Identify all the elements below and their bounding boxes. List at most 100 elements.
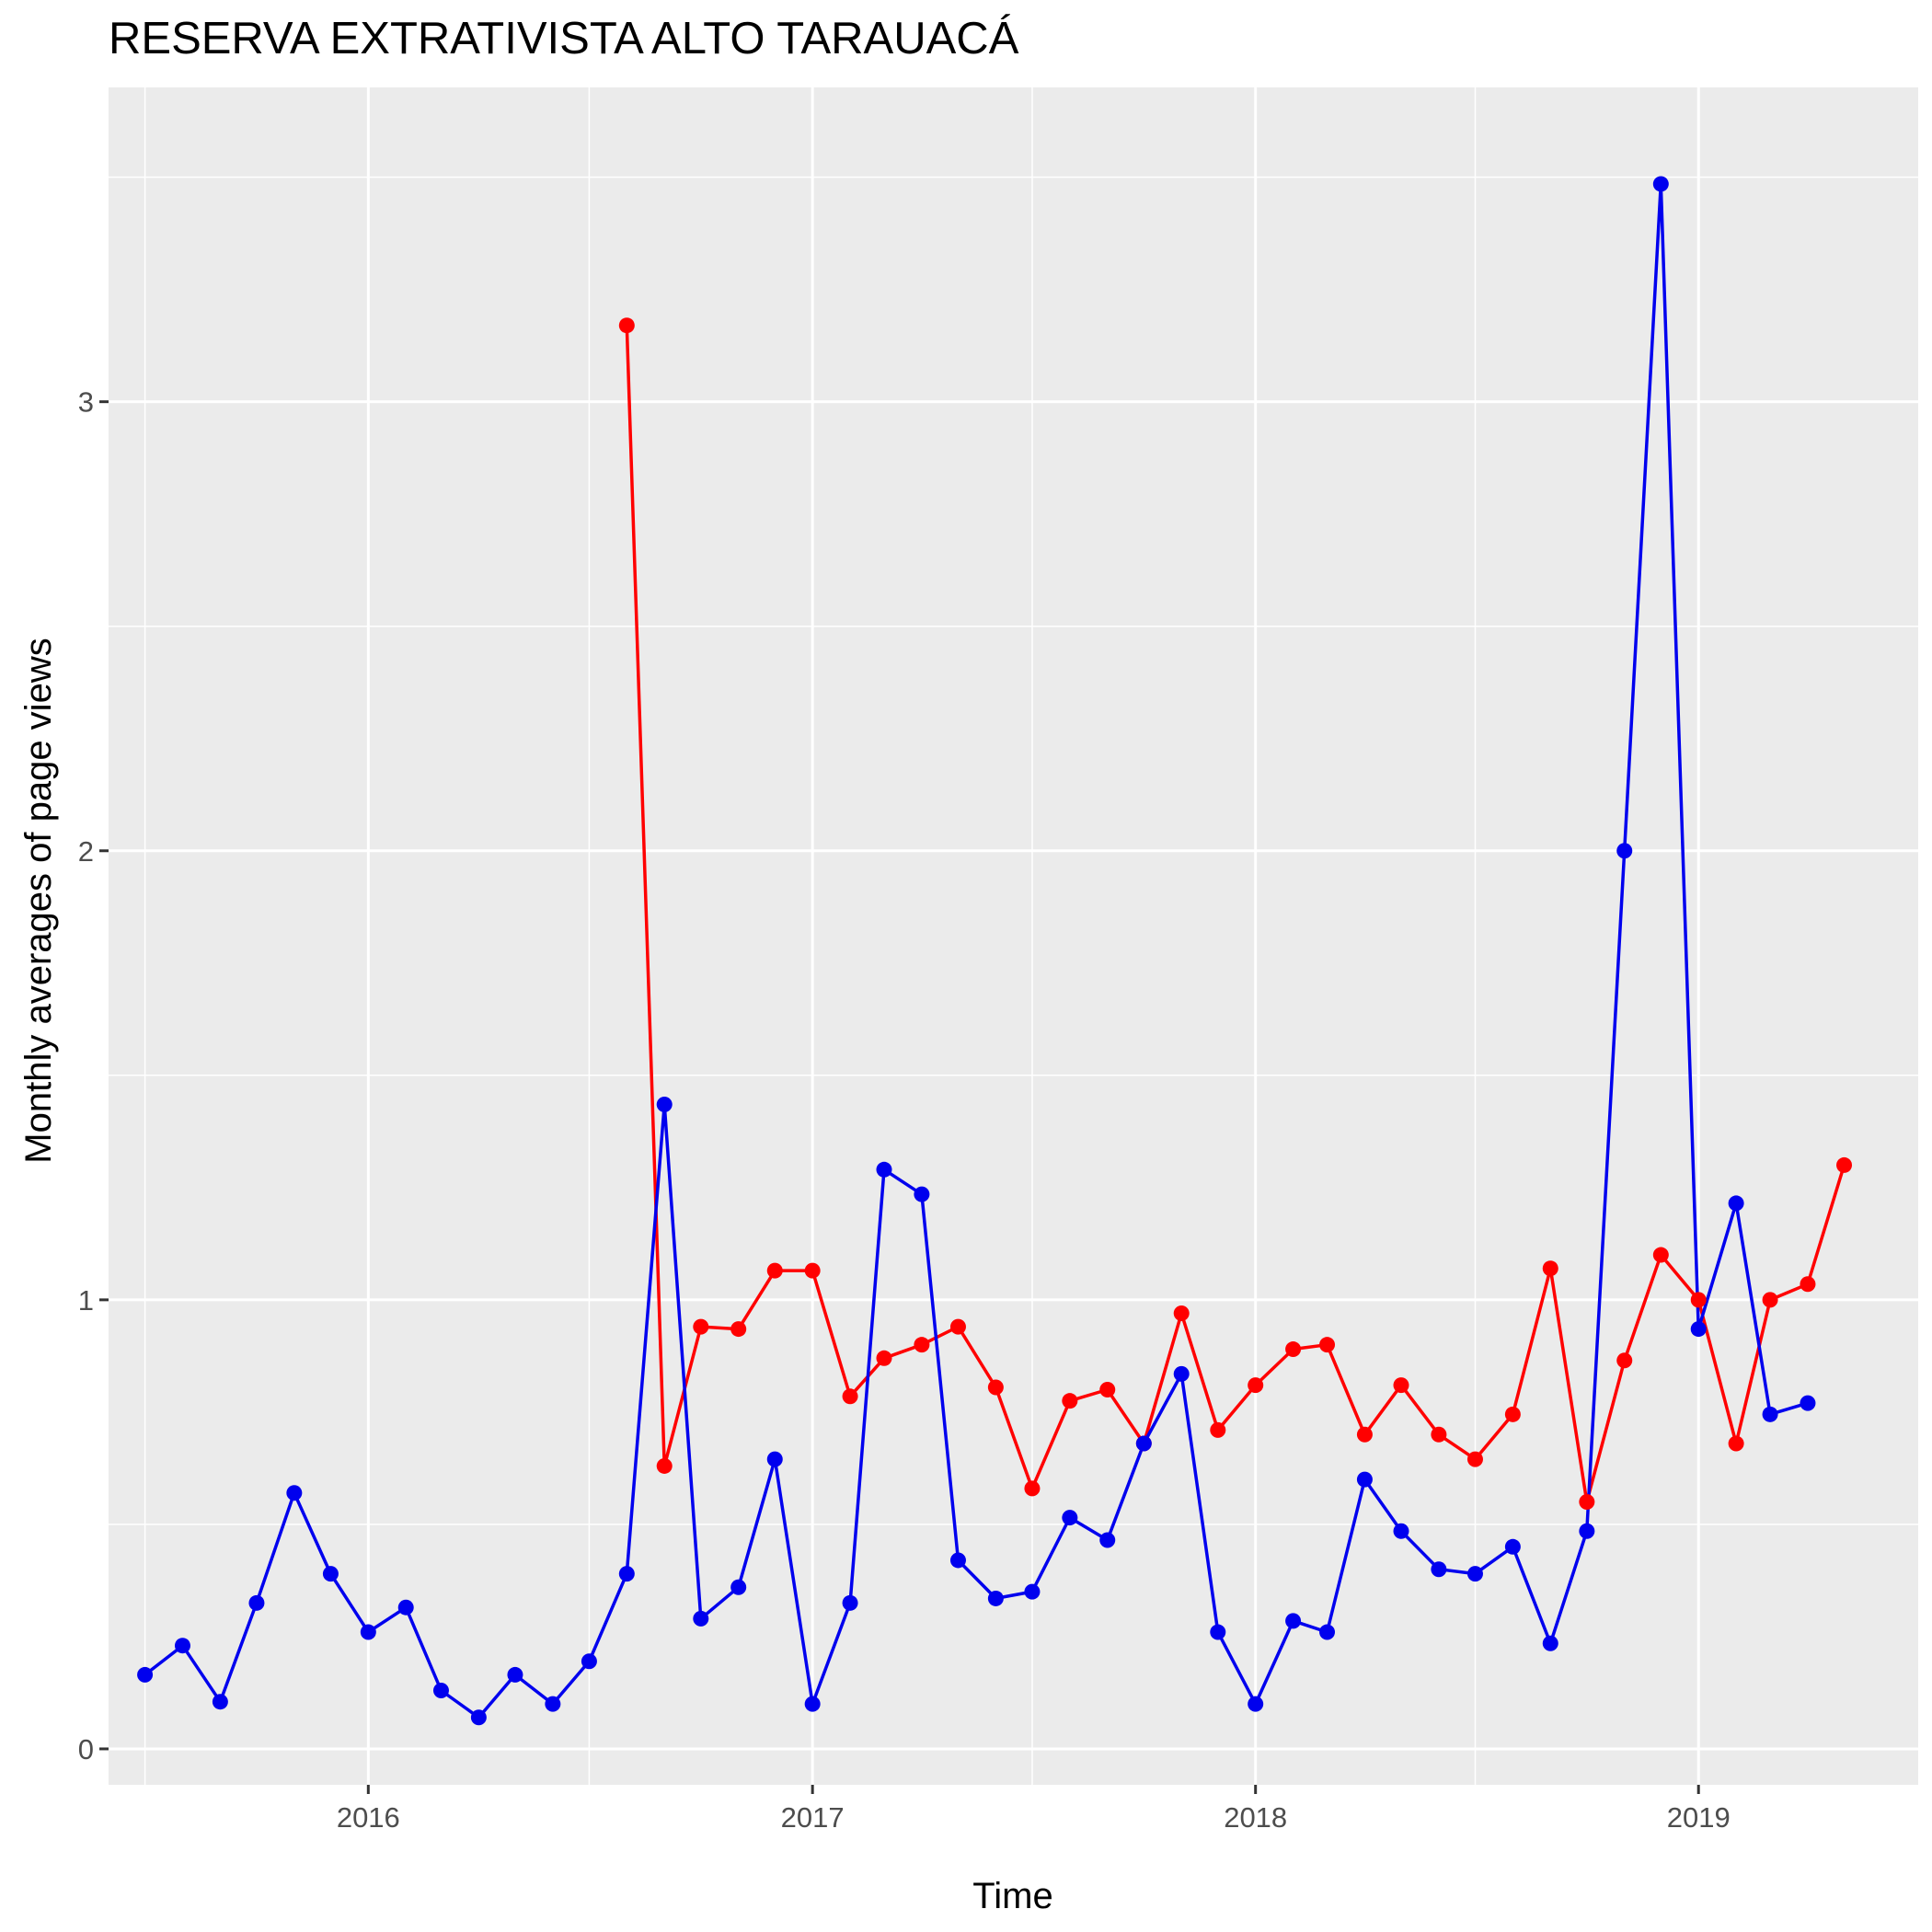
- y-tick-label: 1: [78, 1284, 94, 1317]
- major-gridlines: [109, 87, 1918, 1785]
- data-point: [1616, 843, 1633, 859]
- data-point: [914, 1186, 930, 1202]
- y-axis: 0 1 2 3: [78, 386, 109, 1765]
- x-tick-label: 2018: [1224, 1801, 1287, 1834]
- y-tick-label: 3: [78, 386, 94, 419]
- data-point: [1504, 1406, 1521, 1422]
- data-point: [1393, 1523, 1409, 1539]
- series-line-1: [625, 325, 1846, 1504]
- data-point: [987, 1379, 1004, 1396]
- data-point: [1504, 1538, 1521, 1555]
- data-point: [876, 1161, 892, 1178]
- data-point: [693, 1610, 709, 1627]
- data-point: [1248, 1696, 1264, 1712]
- data-point: [693, 1318, 709, 1335]
- data-point: [1762, 1406, 1778, 1422]
- data-point: [1210, 1624, 1226, 1640]
- data-point: [656, 1457, 673, 1474]
- data-point: [987, 1590, 1004, 1606]
- data-point: [1135, 1435, 1152, 1452]
- chart-title: RESERVA EXTRATIVISTA ALTO TARAUACÁ: [109, 14, 1019, 63]
- x-tick-label: 2016: [337, 1801, 400, 1834]
- y-tick-label: 0: [78, 1733, 94, 1765]
- x-tick-label: 2019: [1667, 1801, 1731, 1834]
- data-point: [618, 1566, 635, 1582]
- x-axis: 2016 2017 2018 2019: [337, 1785, 1731, 1834]
- data-point: [1836, 1156, 1853, 1173]
- data-point: [730, 1579, 747, 1595]
- data-point: [1542, 1635, 1558, 1651]
- plot-panel-background: [109, 87, 1918, 1785]
- data-point: [1062, 1510, 1078, 1526]
- minor-gridlines: [109, 87, 1918, 1785]
- data-point: [1800, 1276, 1816, 1293]
- data-point: [1062, 1393, 1078, 1409]
- data-point: [1690, 1321, 1707, 1338]
- data-point: [137, 1666, 154, 1683]
- data-point: [1356, 1471, 1373, 1488]
- data-point: [1319, 1624, 1336, 1640]
- x-axis-title: Time: [972, 1876, 1052, 1916]
- data-point: [766, 1451, 783, 1467]
- data-point: [804, 1262, 821, 1279]
- data-point: [656, 1097, 673, 1113]
- data-point: [1762, 1292, 1778, 1308]
- data-point: [842, 1388, 858, 1405]
- data-point: [1652, 176, 1669, 192]
- data-point: [1466, 1451, 1483, 1467]
- data-point: [286, 1485, 303, 1501]
- data-point: [1285, 1341, 1302, 1358]
- data-point: [1728, 1435, 1744, 1452]
- x-tick-label: 2017: [781, 1801, 845, 1834]
- data-point: [1652, 1247, 1669, 1263]
- data-point: [322, 1566, 339, 1582]
- data-point: [1616, 1352, 1633, 1369]
- data-point: [914, 1337, 930, 1353]
- y-tick-label: 2: [78, 835, 94, 868]
- data-point: [766, 1262, 783, 1279]
- data-point: [1728, 1195, 1744, 1212]
- data-point: [1319, 1337, 1336, 1353]
- data-point: [1248, 1377, 1264, 1394]
- data-point: [1579, 1494, 1595, 1510]
- data-point: [1356, 1426, 1373, 1443]
- data-point: [174, 1638, 190, 1654]
- data-point: [949, 1552, 966, 1569]
- data-point: [1466, 1566, 1483, 1582]
- data-point: [1024, 1480, 1041, 1497]
- data-point: [876, 1350, 892, 1366]
- series-line-2: [144, 182, 1809, 1719]
- data-point: [581, 1653, 597, 1670]
- data-point: [1800, 1395, 1816, 1411]
- data-point: [949, 1318, 966, 1335]
- data-point: [1024, 1583, 1041, 1600]
- data-point: [470, 1709, 487, 1726]
- data-point: [248, 1594, 265, 1611]
- data-point: [397, 1599, 414, 1616]
- data-point: [212, 1694, 228, 1710]
- y-axis-title: Monthly averages of page views: [18, 638, 59, 1163]
- data-point: [1690, 1292, 1707, 1308]
- data-point: [507, 1666, 523, 1683]
- data-point: [360, 1624, 376, 1640]
- plot-panel: [109, 87, 1918, 1785]
- data-point: [1173, 1305, 1190, 1321]
- data-point: [1210, 1421, 1226, 1438]
- data-point: [1099, 1381, 1116, 1397]
- data-point: [1285, 1613, 1302, 1629]
- series-lines: [144, 182, 1846, 1719]
- data-point: [545, 1696, 561, 1712]
- data-point: [1579, 1523, 1595, 1539]
- data-point: [1099, 1532, 1116, 1548]
- data-point: [432, 1683, 449, 1698]
- data-point: [1393, 1377, 1409, 1394]
- data-point: [618, 317, 635, 334]
- data-point: [730, 1321, 747, 1338]
- data-point: [1431, 1561, 1447, 1578]
- series-points: [137, 176, 1853, 1726]
- data-point: [1431, 1426, 1447, 1443]
- data-point: [842, 1594, 858, 1611]
- data-point: [1173, 1365, 1190, 1382]
- data-point: [1542, 1260, 1558, 1277]
